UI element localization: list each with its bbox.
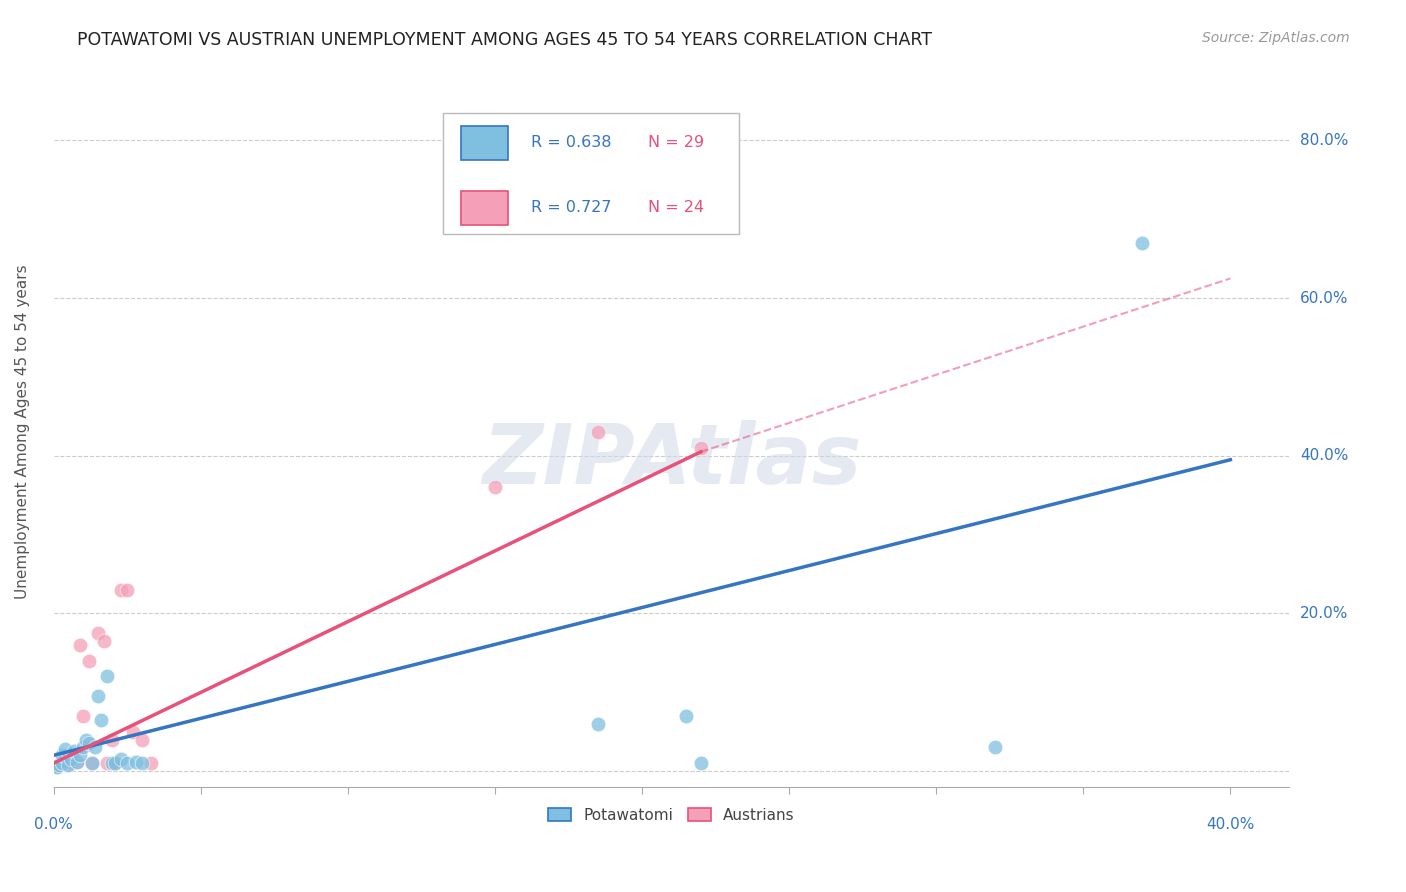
Point <box>72 709 94 723</box>
Point <box>484 480 506 494</box>
Text: Source: ZipAtlas.com: Source: ZipAtlas.com <box>1202 31 1350 45</box>
Point <box>53 752 76 766</box>
Legend: Potawatomi, Austrians: Potawatomi, Austrians <box>541 802 801 829</box>
FancyBboxPatch shape <box>461 191 509 225</box>
Point <box>58 757 80 772</box>
Point <box>69 748 91 763</box>
Text: R = 0.727: R = 0.727 <box>530 201 612 216</box>
Text: N = 24: N = 24 <box>648 201 704 216</box>
Point <box>689 441 711 455</box>
Point <box>1130 235 1153 250</box>
Point <box>60 756 83 771</box>
Point <box>96 669 118 683</box>
Point <box>87 689 110 703</box>
Point <box>80 756 103 771</box>
FancyBboxPatch shape <box>443 113 740 234</box>
Point <box>77 737 100 751</box>
Y-axis label: Unemployment Among Ages 45 to 54 years: Unemployment Among Ages 45 to 54 years <box>15 265 30 599</box>
Point <box>586 716 609 731</box>
Point <box>63 744 86 758</box>
Point <box>139 756 162 771</box>
Text: POTAWATOMI VS AUSTRIAN UNEMPLOYMENT AMONG AGES 45 TO 54 YEARS CORRELATION CHART: POTAWATOMI VS AUSTRIAN UNEMPLOYMENT AMON… <box>77 31 932 49</box>
Point <box>96 756 118 771</box>
Point <box>101 732 124 747</box>
Point <box>80 756 103 771</box>
Point <box>984 740 1007 755</box>
Point <box>122 724 145 739</box>
Point <box>51 756 73 771</box>
Point <box>115 582 138 597</box>
Point <box>66 755 89 769</box>
Point <box>83 740 105 755</box>
Text: 40.0%: 40.0% <box>1206 817 1254 832</box>
Point <box>104 756 127 771</box>
FancyBboxPatch shape <box>461 126 509 160</box>
Point <box>101 756 124 771</box>
Point <box>125 755 148 769</box>
Text: 20.0%: 20.0% <box>1301 606 1348 621</box>
Text: ZIPAtlas: ZIPAtlas <box>482 420 860 501</box>
Point <box>90 713 112 727</box>
Point <box>60 752 83 766</box>
Point <box>66 755 89 769</box>
Point <box>51 748 73 763</box>
Text: 80.0%: 80.0% <box>1301 133 1348 148</box>
Point <box>110 752 132 766</box>
Text: 0.0%: 0.0% <box>34 817 73 832</box>
Point <box>48 757 70 772</box>
Point <box>77 654 100 668</box>
Point <box>586 425 609 439</box>
Point <box>75 732 97 747</box>
Point <box>689 756 711 771</box>
Point <box>45 760 67 774</box>
Point <box>110 582 132 597</box>
Point <box>51 756 73 771</box>
Text: N = 29: N = 29 <box>648 136 704 150</box>
Point <box>131 756 153 771</box>
Point <box>69 638 91 652</box>
Point <box>87 626 110 640</box>
Point <box>104 756 127 771</box>
Text: 60.0%: 60.0% <box>1301 291 1348 306</box>
Point <box>131 732 153 747</box>
Point <box>58 748 80 763</box>
Text: 40.0%: 40.0% <box>1301 449 1348 463</box>
Point <box>93 634 115 648</box>
Point <box>115 756 138 771</box>
Point <box>48 757 70 772</box>
Point <box>675 709 697 723</box>
Point <box>45 760 67 774</box>
Point <box>53 742 76 756</box>
Point <box>72 740 94 755</box>
Text: R = 0.638: R = 0.638 <box>530 136 612 150</box>
